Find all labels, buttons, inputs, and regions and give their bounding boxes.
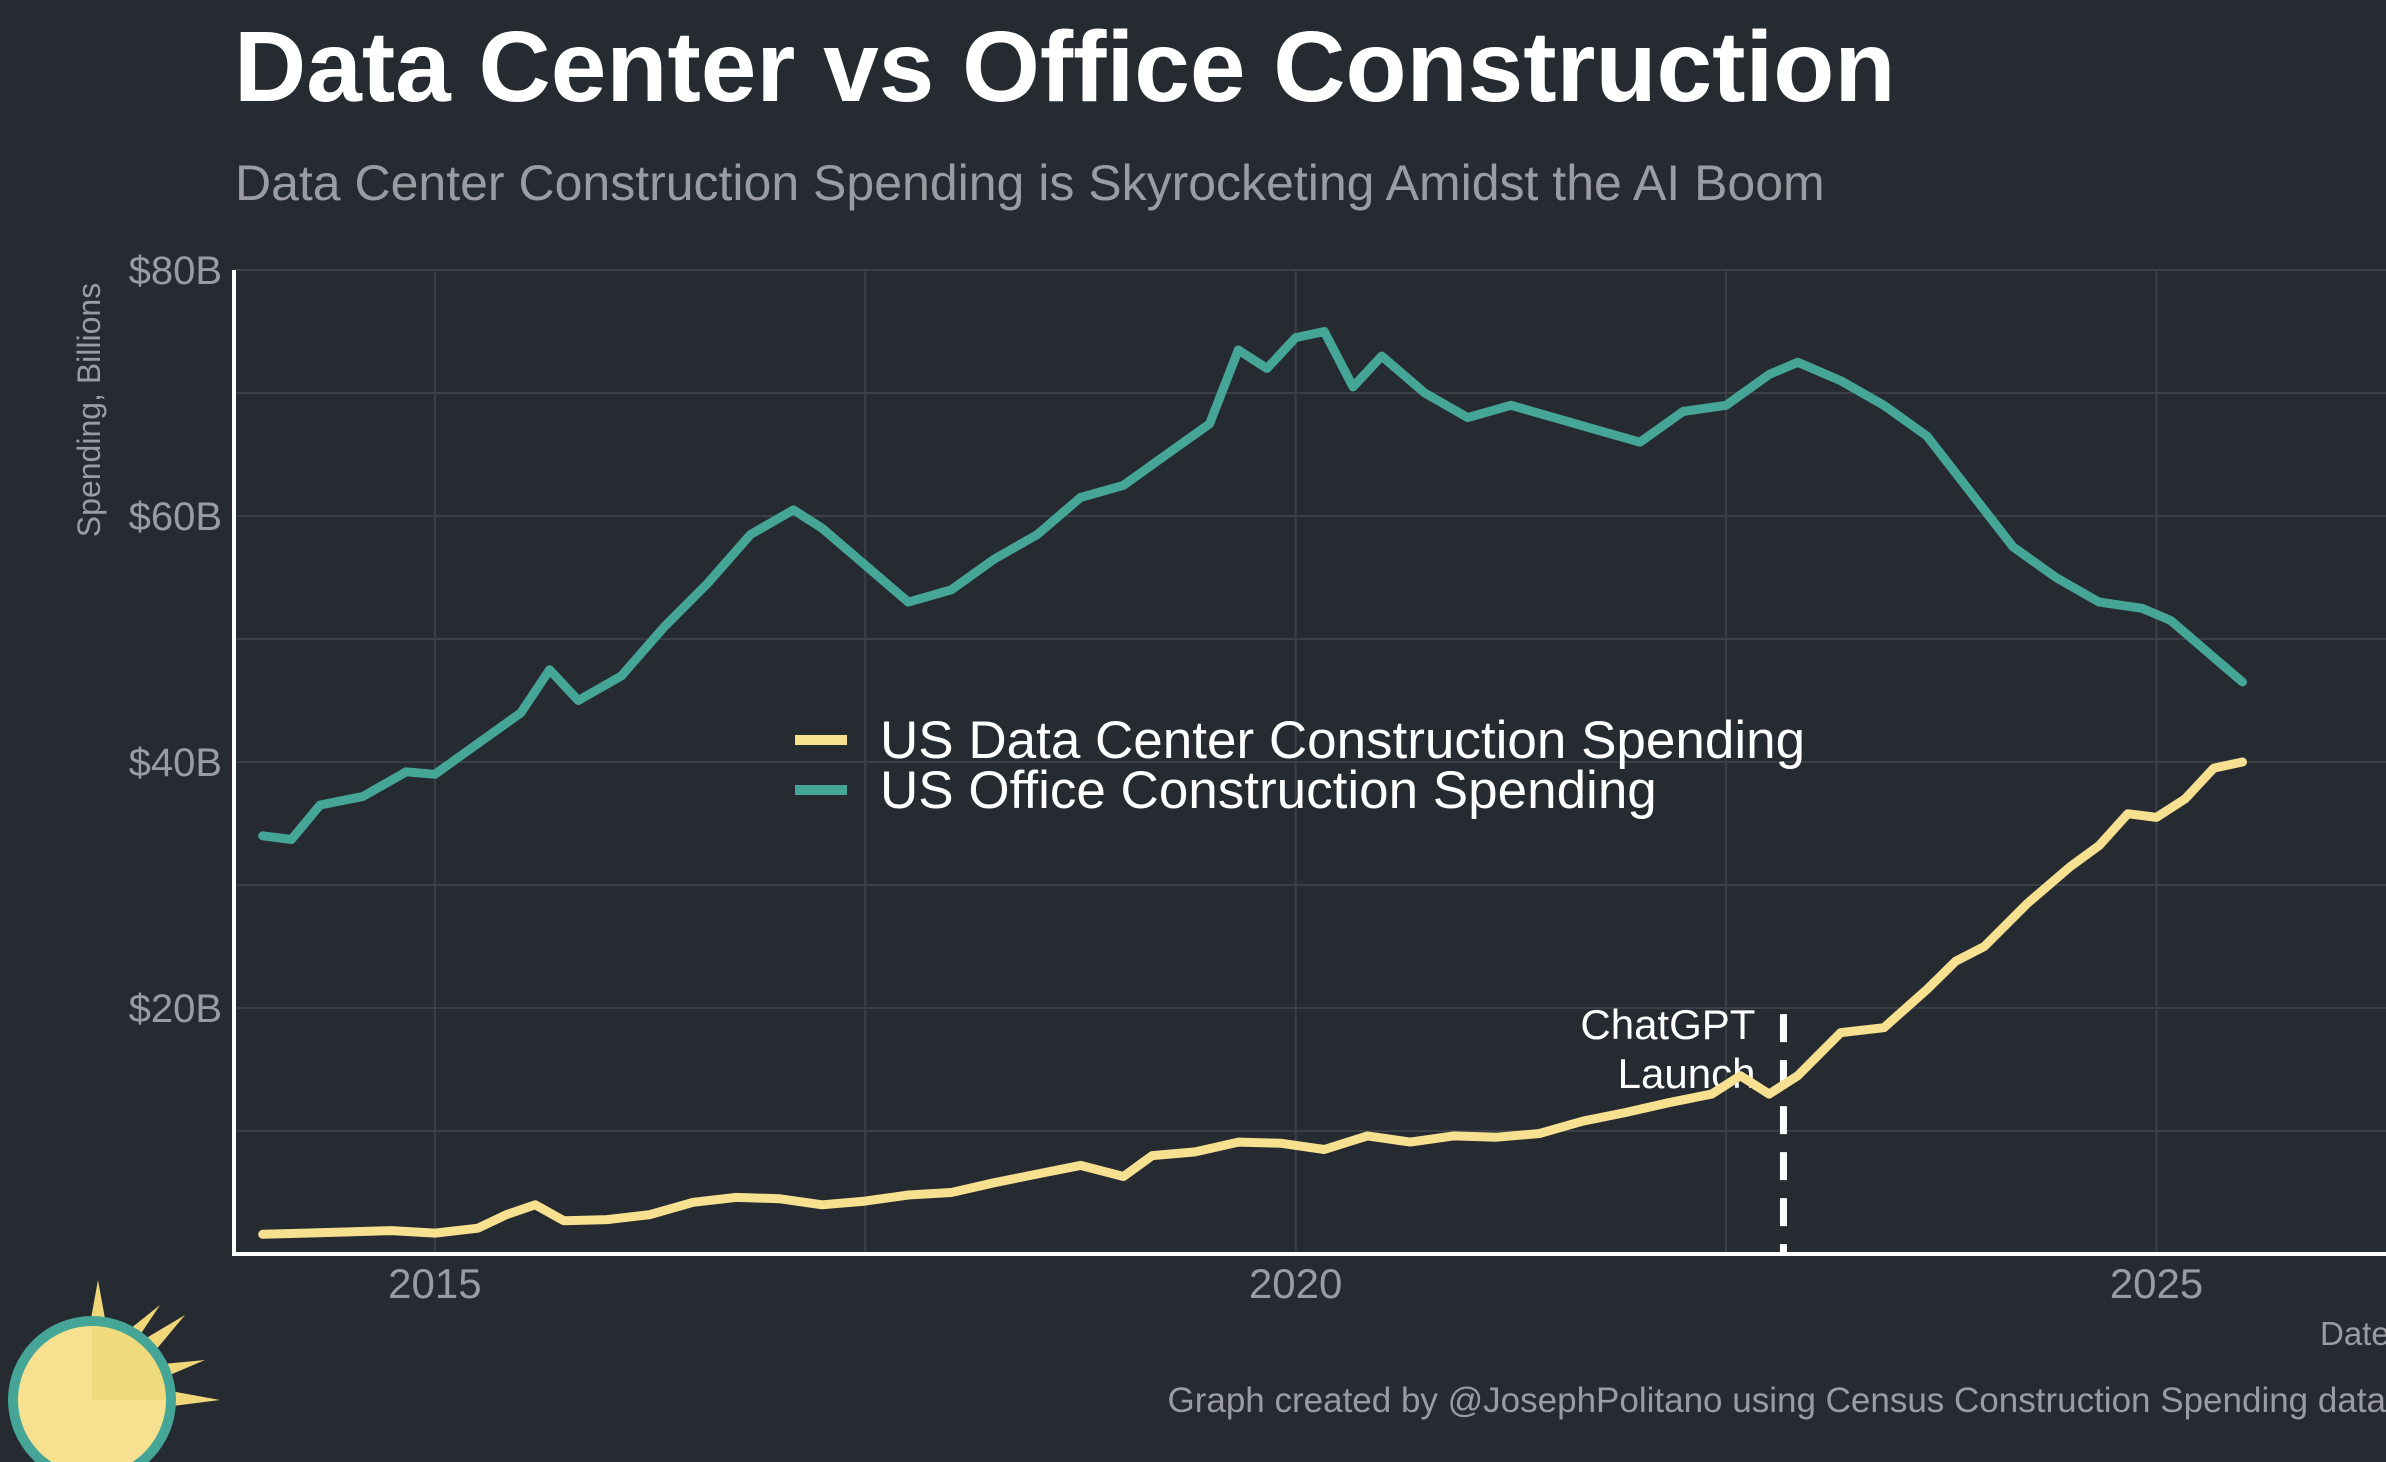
x-axis-title: Date <box>2320 1315 2386 1352</box>
y-tick-label: $80B <box>129 249 222 293</box>
x-tick-label: 2025 <box>2110 1260 2203 1307</box>
series-line-data-center <box>258 757 2247 1239</box>
y-tick-label: $20B <box>129 987 222 1031</box>
y-axis-title: Spending, Billions <box>71 283 107 537</box>
y-tick-label: $40B <box>129 741 222 785</box>
source-caption: Graph created by @JosephPolitano using C… <box>1167 1381 2386 1420</box>
sun-logo-icon <box>8 1280 220 1462</box>
series-line-office <box>258 327 2247 844</box>
grid <box>234 269 2386 1254</box>
x-tick-label: 2020 <box>1249 1260 1342 1307</box>
annotation-label: ChatGPT <box>1580 1001 1755 1048</box>
page-title: Data Center vs Office Construction <box>234 11 1896 123</box>
axes: $20B $40B $60B $80B 2015 2020 2025 Date Spending… <box>71 249 2386 1352</box>
page-subtitle: Data Center Construction Spending is Sky… <box>235 155 1825 211</box>
annotation-label: Launch <box>1618 1050 1756 1097</box>
series-layer <box>258 327 2247 1239</box>
x-tick-label: 2015 <box>388 1260 481 1307</box>
legend-label: US Office Construction Spending <box>880 761 1657 820</box>
legend-label: US Data Center Construction Spending <box>880 711 1805 770</box>
y-tick-label: $60B <box>129 495 222 539</box>
